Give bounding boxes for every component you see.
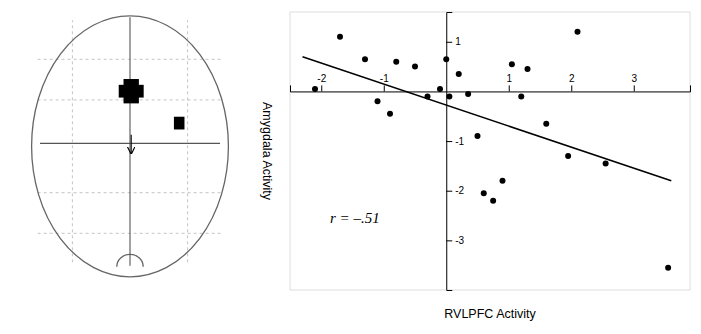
brain-midline xyxy=(129,17,130,266)
scatter-point xyxy=(393,59,399,65)
y-tick-label: -2 xyxy=(455,185,464,196)
y-tick: -3 xyxy=(446,235,464,246)
y-tick-mark xyxy=(446,191,452,192)
x-tick: -2 xyxy=(317,73,326,91)
brain-activation xyxy=(174,117,185,130)
scatter-point xyxy=(387,111,393,117)
x-tick-mark xyxy=(321,85,322,91)
scatter-point xyxy=(603,160,609,166)
scatter-point xyxy=(665,265,671,271)
scatter-point xyxy=(475,133,481,139)
scatter-point xyxy=(509,61,515,67)
x-tick-label: 3 xyxy=(631,73,637,84)
y-tick-label: 1 xyxy=(455,36,461,47)
y-tick: 1 xyxy=(446,36,461,47)
x-tick: 2 xyxy=(569,73,575,91)
plot-area xyxy=(303,29,672,271)
scatter-point xyxy=(437,86,443,92)
brain-midline xyxy=(40,143,220,144)
scatter-point xyxy=(481,190,487,196)
scatter-point xyxy=(525,66,531,72)
scatter-point xyxy=(412,64,418,70)
scatter-point xyxy=(446,93,452,99)
x-tick-mark xyxy=(571,85,572,91)
x-tick: 1 xyxy=(506,73,512,91)
x-tick-mark xyxy=(634,85,635,91)
scatter-point xyxy=(565,153,571,159)
annotation: r = –.51 xyxy=(330,210,380,226)
brain-outline xyxy=(32,16,229,277)
scatter-point xyxy=(337,34,343,40)
scatter-point xyxy=(362,56,368,62)
x-tick-label: -1 xyxy=(380,73,389,84)
y-axis-line xyxy=(447,13,453,291)
scatter-point xyxy=(456,71,462,77)
brain-schematic xyxy=(32,16,229,277)
scatter-point xyxy=(543,121,549,127)
x-tick-label: 1 xyxy=(506,73,512,84)
y-tick-label: -3 xyxy=(455,235,464,246)
x-tick-label: 2 xyxy=(569,73,575,84)
y-axis: -3 -2 -1 1 xyxy=(446,13,464,291)
y-tick: -2 xyxy=(446,185,464,196)
y-tick: -1 xyxy=(446,136,464,147)
x-axis: -2 -1 1 2 3 xyxy=(291,73,691,92)
brain-activation xyxy=(119,85,144,98)
brain-grid-line xyxy=(72,20,73,262)
regression-line xyxy=(303,57,672,181)
x-tick: 3 xyxy=(631,73,637,91)
scatter-point xyxy=(575,29,581,35)
y-tick-mark xyxy=(446,141,452,142)
y-tick-mark xyxy=(446,240,452,241)
scatter-point xyxy=(490,198,496,204)
y-tick-label: -1 xyxy=(455,136,464,147)
x-axis-line xyxy=(291,85,691,92)
x-tick-label: -2 xyxy=(317,73,326,84)
x-tick-mark xyxy=(384,85,385,91)
y-tick-mark xyxy=(446,42,452,43)
scatter-point xyxy=(518,93,524,99)
y-axis-title: Amygdala Activity xyxy=(260,102,274,201)
scatter-point xyxy=(312,86,318,92)
scatter-point xyxy=(500,178,506,184)
scatter-point xyxy=(375,98,381,104)
x-tick-mark xyxy=(509,85,510,91)
brain-arrow xyxy=(131,135,132,154)
brain-grid-line xyxy=(187,20,188,262)
chart: -2 -1 1 2 3 -3 -2 -1 1 RVLPFC Activity Amygdala Ac… xyxy=(0,0,701,334)
plot-frame xyxy=(290,12,690,290)
x-axis-title: RVLPFC Activity xyxy=(444,307,536,321)
x-tick: -1 xyxy=(380,73,389,91)
